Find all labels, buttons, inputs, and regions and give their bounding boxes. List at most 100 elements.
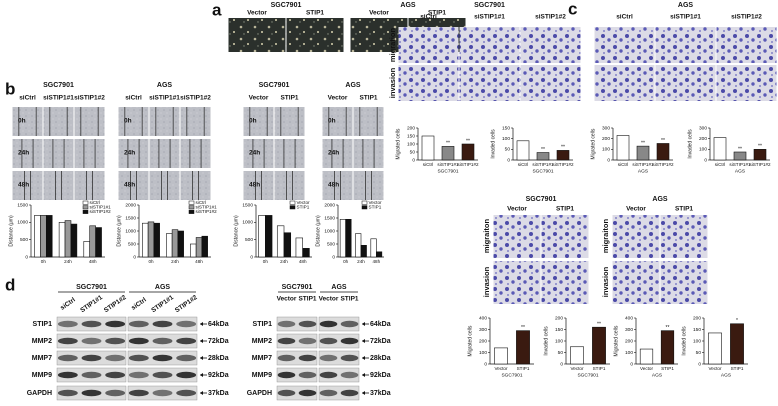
- y-tick-label: 50: [558, 350, 564, 356]
- x-tick-label: 24h: [64, 259, 72, 264]
- y-tick-label: 400: [625, 315, 633, 321]
- x-axis-label: SGC7901: [501, 372, 522, 378]
- micrograph: [716, 27, 777, 63]
- group-title: SGC7901: [76, 284, 107, 291]
- bar: [40, 215, 47, 258]
- micrograph: [243, 139, 274, 168]
- bar: [195, 237, 203, 258]
- micrograph: [322, 107, 353, 136]
- column-label: siCtrl: [19, 95, 36, 102]
- blot-strip: [318, 333, 360, 349]
- y-tick-label: 0: [484, 361, 487, 367]
- panel-label: a: [212, 0, 222, 19]
- band: [152, 354, 173, 362]
- micrograph: [660, 215, 708, 258]
- y-tick-label: 300: [602, 125, 610, 131]
- y-tick-label: 50: [410, 149, 416, 155]
- x-tick-label: STIP1: [661, 366, 674, 371]
- y-tick-label: 100: [479, 350, 487, 356]
- micrograph: [612, 215, 660, 258]
- y-axis-label: Distance (μm): [315, 215, 321, 247]
- x-tick-label: siSTIP1#2: [652, 162, 674, 167]
- micrograph: [149, 139, 180, 168]
- x-tick-label: 24h: [171, 259, 179, 264]
- bar: [89, 225, 96, 258]
- bar: [265, 215, 273, 258]
- row-label: 48h: [328, 182, 339, 189]
- arrow-head: [362, 339, 365, 343]
- bar: [592, 326, 606, 365]
- column-label: siSTIP1#1: [474, 14, 505, 21]
- micrograph: [118, 171, 149, 200]
- y-axis-label: Distance (μm): [8, 215, 14, 247]
- y-tick-label: 200: [479, 338, 487, 344]
- micrograph: [274, 107, 305, 136]
- significance: **: [561, 145, 565, 151]
- column-label: Vector: [247, 10, 267, 17]
- y-tick-label: 300: [625, 327, 633, 333]
- bar: [570, 346, 584, 365]
- micrograph: [353, 139, 384, 168]
- x-tick-label: siCtrl: [518, 162, 528, 167]
- band: [319, 354, 338, 362]
- x-tick-label: 0h: [263, 259, 269, 264]
- x-tick-label: siSTIP1#2: [552, 162, 574, 167]
- x-tick-label: 24h: [280, 259, 288, 264]
- row-label: 24h: [18, 150, 29, 157]
- micrograph: [459, 27, 520, 63]
- band: [277, 320, 296, 328]
- band: [128, 320, 149, 328]
- group-title: AGS: [157, 82, 173, 89]
- bar: [295, 237, 303, 258]
- row-label: migration: [388, 27, 397, 62]
- micrograph: [118, 139, 149, 168]
- bar: [190, 243, 197, 258]
- micrograph: [612, 261, 660, 304]
- band: [81, 320, 102, 328]
- band: [176, 320, 197, 328]
- bar: [339, 219, 346, 258]
- micrograph: [459, 65, 520, 101]
- bar: [753, 149, 767, 161]
- bar: [360, 245, 367, 258]
- group-title: AGS: [678, 2, 694, 9]
- arrow-head: [362, 322, 365, 326]
- arrow-head: [362, 391, 365, 395]
- group-title: SGC7901: [526, 196, 557, 203]
- micrograph: [660, 261, 708, 304]
- y-axis-label: Migrated cells: [590, 128, 596, 159]
- y-tick-label: 2000: [324, 202, 335, 208]
- band: [57, 354, 78, 362]
- size-label: 92kDa: [370, 372, 391, 379]
- x-tick-label: siCtrl: [715, 162, 725, 167]
- bar: [536, 152, 550, 161]
- arrow-head: [200, 373, 203, 377]
- size-label: 92kDa: [208, 372, 229, 379]
- column-label: siSTIP1#1: [149, 95, 180, 102]
- legend-label: siSTIP1#1: [90, 205, 112, 210]
- y-axis-label: Invaded cells: [687, 129, 693, 159]
- micrograph: [322, 171, 353, 200]
- y-tick-label: 0: [607, 157, 610, 163]
- bar: [58, 222, 66, 258]
- protein-label: GAPDH: [247, 390, 272, 397]
- band: [319, 371, 338, 379]
- column-label: STIP1: [556, 206, 574, 213]
- micrograph: [243, 171, 274, 200]
- bar: [45, 215, 53, 258]
- panel-label: d: [5, 275, 15, 294]
- bar: [556, 150, 570, 161]
- band: [152, 337, 173, 345]
- column-label: siSTIP1#1: [43, 95, 74, 102]
- column-label: Vector: [328, 95, 348, 102]
- band: [176, 371, 197, 379]
- micrograph: [180, 139, 211, 168]
- legend-label: siCtrl: [196, 200, 206, 205]
- blot-strip: [276, 367, 318, 383]
- group-title: AGS: [155, 284, 171, 291]
- micrograph: [243, 107, 274, 136]
- y-tick-label: 100: [502, 136, 510, 142]
- y-tick-label: 500: [128, 241, 136, 247]
- size-label: 64kDa: [370, 321, 391, 328]
- micrograph: [74, 107, 105, 136]
